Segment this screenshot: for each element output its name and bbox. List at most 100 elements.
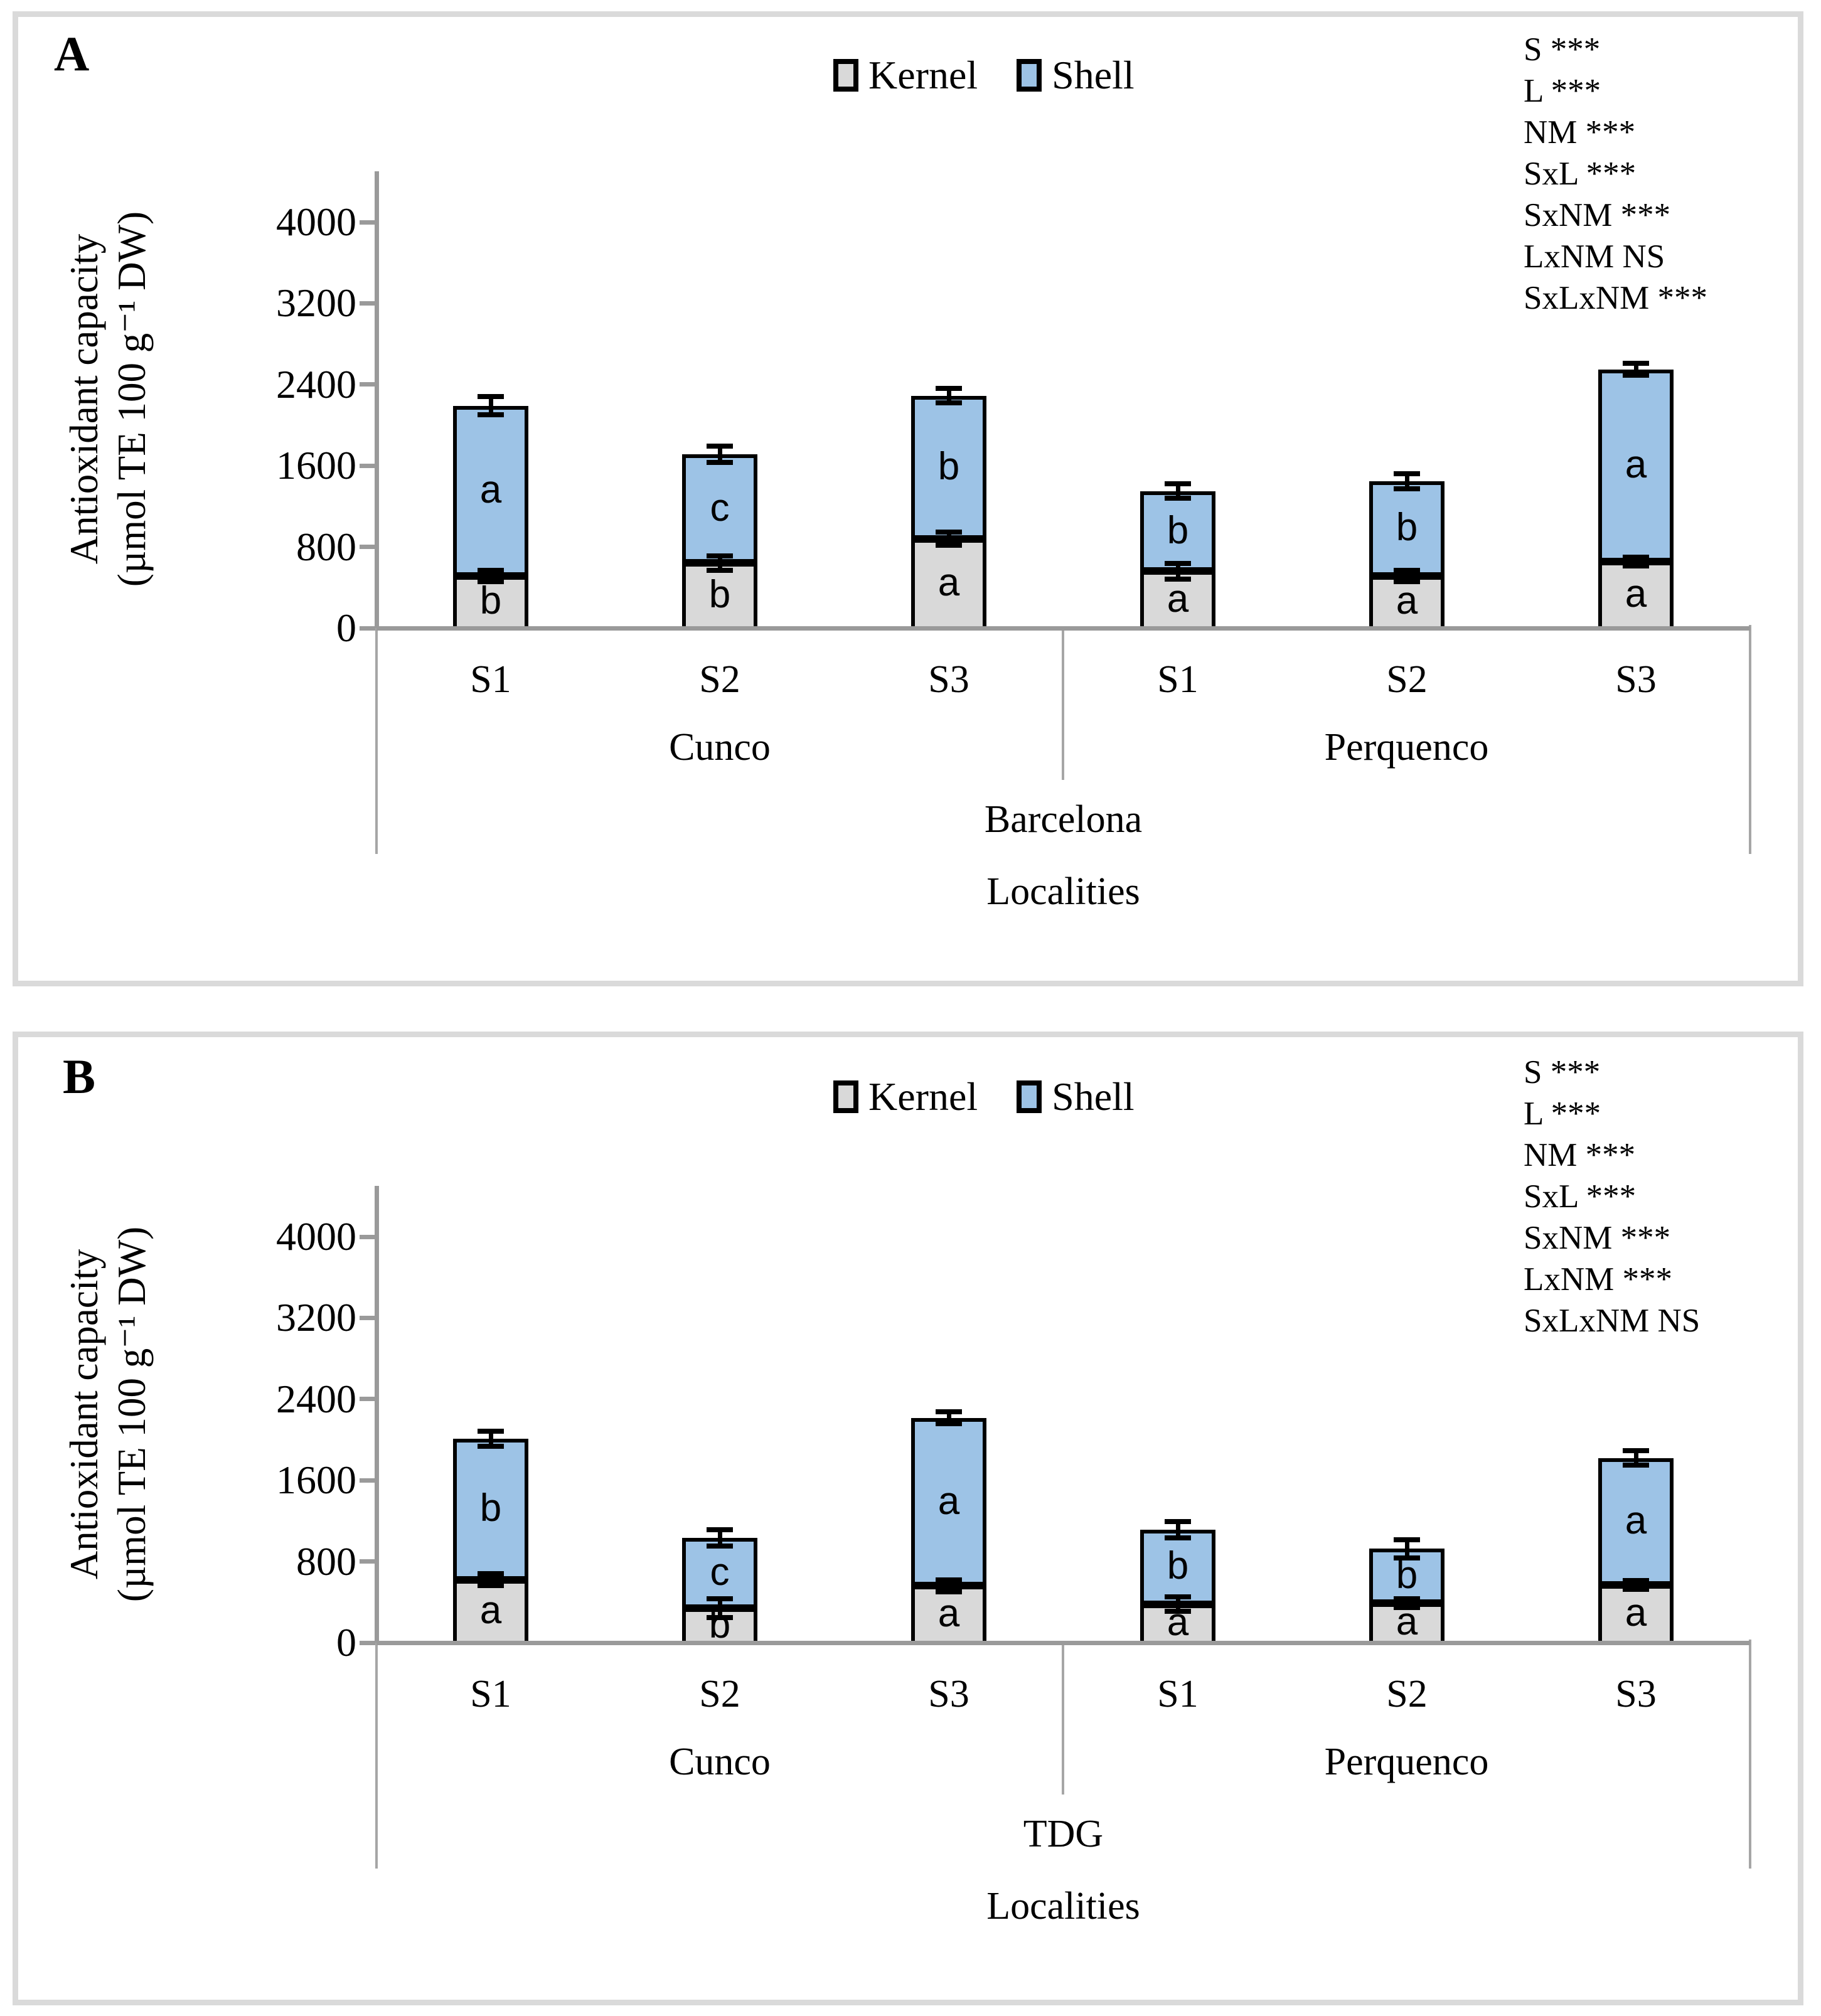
group-label: TDG bbox=[1023, 1813, 1104, 1855]
kernel-letter: a bbox=[1396, 579, 1418, 623]
category-separator-left bbox=[375, 1643, 378, 1869]
shell-letter: a bbox=[1625, 442, 1647, 486]
error-bar-line bbox=[488, 570, 493, 582]
anova-stats-panel-b: S *** L *** NM *** SxL *** SxNM *** LxNM *** S… bbox=[1524, 1052, 1818, 1341]
shell-bar-segment bbox=[453, 1438, 528, 1580]
error-bar-cap-top bbox=[1394, 1596, 1420, 1601]
error-bar-line bbox=[488, 397, 493, 415]
y-tick-label: 2400 bbox=[276, 1376, 356, 1421]
season-label: S1 bbox=[1157, 1673, 1199, 1715]
stats-line: L *** bbox=[1524, 73, 1601, 109]
error-bar-cap-top bbox=[1623, 554, 1649, 560]
shell-letter: b bbox=[1167, 508, 1189, 552]
error-bar-cap-top bbox=[936, 1577, 962, 1582]
y-axis-tick bbox=[360, 1478, 376, 1483]
kernel-letter: a bbox=[937, 1591, 960, 1635]
stats-line: S *** bbox=[1524, 1054, 1601, 1091]
error-bar-line bbox=[1175, 484, 1180, 498]
shell-bar-segment bbox=[682, 1537, 757, 1608]
stats-line: SxL *** bbox=[1524, 156, 1637, 192]
error-bar-cap-bottom bbox=[1394, 1605, 1420, 1611]
stats-line: NM *** bbox=[1524, 1137, 1636, 1173]
stats-line: SxLxNM *** bbox=[1524, 280, 1708, 316]
shell-letter: b bbox=[1396, 506, 1418, 550]
y-axis-tick bbox=[360, 1559, 376, 1564]
x-axis-title: Localities bbox=[986, 870, 1140, 913]
error-bar-cap-bottom bbox=[936, 1421, 962, 1427]
error-bar-line bbox=[1175, 1521, 1180, 1538]
kernel-bar-segment bbox=[911, 538, 986, 628]
error-bar-cap-top bbox=[936, 1409, 962, 1415]
error-bar-cap-top bbox=[707, 1527, 733, 1532]
error-bar-cap-bottom bbox=[1623, 563, 1649, 569]
error-bar-line bbox=[1404, 474, 1409, 489]
kernel-letter: b bbox=[708, 573, 731, 617]
y-tick-label: 1600 bbox=[276, 443, 356, 488]
error-bar-cap-bottom bbox=[1623, 1587, 1649, 1592]
error-bar-cap-bottom bbox=[1165, 1535, 1191, 1540]
season-label: S1 bbox=[1157, 658, 1199, 701]
y-axis-tick bbox=[360, 1315, 376, 1320]
error-bar-cap-bottom bbox=[1394, 1555, 1420, 1560]
locality-label: Perquenco bbox=[1324, 726, 1489, 769]
error-bar-line bbox=[1404, 1598, 1409, 1608]
y-axis-tick bbox=[360, 545, 376, 550]
shell-legend-swatch bbox=[1017, 59, 1042, 92]
kernel-bar-segment bbox=[911, 1586, 986, 1643]
category-separator-middle bbox=[1062, 628, 1064, 780]
y-tick-label: 1600 bbox=[276, 1458, 356, 1503]
y-tick-label: 800 bbox=[296, 1539, 356, 1584]
y-axis-tick bbox=[360, 1397, 376, 1402]
error-bar-cap-top bbox=[707, 1596, 733, 1602]
error-bar-cap-top bbox=[1623, 1577, 1649, 1583]
y-axis-tick bbox=[360, 1640, 376, 1645]
stats-line: SxLxNM NS bbox=[1524, 1303, 1701, 1339]
y-tick-label: 3200 bbox=[276, 280, 356, 326]
y-axis-line bbox=[375, 171, 379, 630]
kernel-letter: a bbox=[1396, 1600, 1418, 1644]
category-separator-right bbox=[1749, 625, 1751, 854]
panel-a-label: A bbox=[54, 26, 90, 81]
shell-letter: b bbox=[937, 444, 960, 488]
error-bar-cap-top bbox=[1623, 1448, 1649, 1454]
y-axis-tick bbox=[360, 1234, 376, 1239]
error-bar-cap-bottom bbox=[478, 1444, 504, 1449]
locality-label: Cunco bbox=[669, 1741, 771, 1783]
x-axis-line bbox=[376, 1640, 1750, 1645]
kernel-legend-label: Kernel bbox=[868, 53, 978, 97]
legend-panel-b: Kernel Shell bbox=[833, 1077, 1135, 1117]
error-bar-line bbox=[1633, 363, 1638, 376]
season-label: S2 bbox=[1386, 1673, 1428, 1715]
stats-line: SxL *** bbox=[1524, 1178, 1637, 1215]
shell-letter: b bbox=[479, 1486, 502, 1530]
shell-legend-label: Shell bbox=[1052, 53, 1135, 97]
error-bar-cap-top bbox=[707, 553, 733, 559]
y-tick-label: 0 bbox=[336, 1620, 356, 1665]
error-bar-line bbox=[717, 1599, 722, 1618]
shell-letter: a bbox=[1625, 1498, 1647, 1542]
y-tick-label: 0 bbox=[336, 605, 356, 650]
kernel-letter: a bbox=[1625, 572, 1647, 616]
legend-panel-a: Kernel Shell bbox=[833, 55, 1135, 95]
kernel-legend-swatch bbox=[833, 59, 858, 92]
stats-line: NM *** bbox=[1524, 114, 1636, 151]
y-tick-label: 4000 bbox=[276, 1214, 356, 1259]
error-bar-line bbox=[1404, 1539, 1409, 1558]
error-bar-cap-bottom bbox=[1165, 576, 1191, 582]
x-axis-title: Localities bbox=[986, 1885, 1140, 1928]
y-axis-tick bbox=[360, 382, 376, 387]
stats-line: LxNM *** bbox=[1524, 1261, 1673, 1298]
error-bar-line bbox=[717, 1529, 722, 1546]
error-bar-cap-bottom bbox=[1623, 373, 1649, 378]
kernel-letter: a bbox=[479, 1588, 502, 1632]
error-bar-cap-top bbox=[707, 444, 733, 449]
y-tick-label: 4000 bbox=[276, 200, 356, 244]
x-axis-line bbox=[376, 626, 1750, 631]
error-bar-cap-top bbox=[1394, 471, 1420, 477]
category-separator-middle bbox=[1062, 1643, 1064, 1795]
shell-legend-label: Shell bbox=[1052, 1074, 1135, 1119]
kernel-letter: a bbox=[937, 560, 960, 604]
error-bar-line bbox=[1633, 557, 1638, 567]
